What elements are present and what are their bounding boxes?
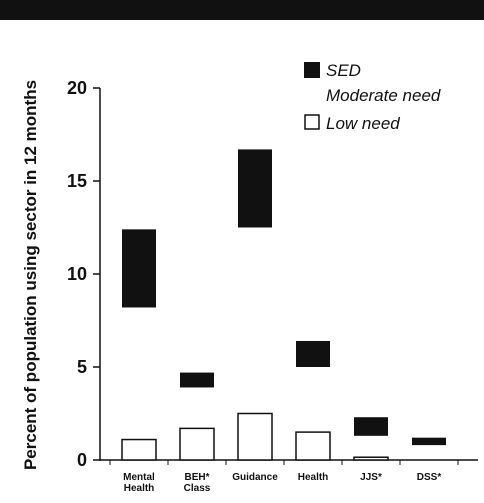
x-category-label: Mental — [123, 472, 155, 483]
axes — [99, 88, 478, 465]
y-tick-label: 20 — [67, 78, 87, 98]
bar-sed-moderate-need-5 — [412, 437, 446, 446]
legend: SED Moderate need Low need — [304, 61, 441, 133]
y-tick-label: 10 — [67, 264, 87, 284]
y-axis-label-group: Percent of population using sector in 12… — [21, 80, 40, 470]
bar-low-need-4 — [353, 456, 389, 461]
x-category-label: DSS* — [417, 472, 442, 483]
bar-sed-moderate-need-2 — [238, 149, 272, 228]
y-tick-label: 0 — [77, 450, 87, 470]
legend-label-sed: Moderate need — [326, 86, 441, 105]
legend-label-sed: SED — [326, 61, 361, 80]
header-bar — [0, 0, 484, 20]
x-category-label: Class — [184, 483, 211, 494]
x-category-label: JJS* — [360, 472, 382, 483]
y-tick-label: 5 — [77, 357, 87, 377]
bar-low-need-2 — [237, 412, 273, 461]
legend-label-low-need: Low need — [326, 114, 400, 133]
bar-sed-moderate-need-0 — [122, 229, 156, 308]
bar-low-need-1 — [179, 427, 215, 461]
bar-sed-moderate-need-3 — [296, 340, 330, 367]
x-category-label: Health — [298, 472, 329, 483]
y-ticks: 0 5 10 15 20 — [67, 78, 100, 470]
bar-low-need-0 — [121, 438, 157, 461]
x-category-label: Health — [124, 483, 155, 494]
x-category-label: Guidance — [232, 472, 278, 483]
bar-sed-moderate-need-1 — [180, 372, 214, 388]
x-category-label: BEH* — [184, 472, 209, 483]
y-axis-label: Percent of population using sector in 12… — [21, 80, 40, 470]
bars — [121, 149, 446, 461]
bar-sed-moderate-need-4 — [354, 417, 388, 436]
bar-low-need-3 — [295, 431, 331, 461]
legend-swatch-low-need — [304, 114, 320, 130]
legend-swatch-sed — [304, 62, 320, 78]
y-tick-label: 15 — [67, 171, 87, 191]
